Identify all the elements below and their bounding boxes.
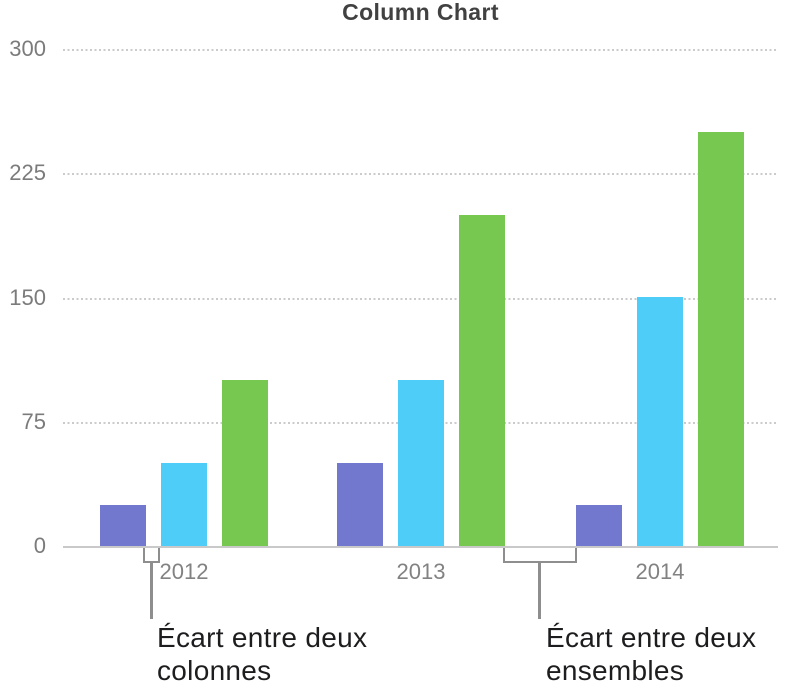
x-axis-baseline	[63, 546, 778, 548]
bar-2013-series-3	[459, 215, 505, 546]
chart-title: Column Chart	[342, 0, 499, 25]
x-tick-label-2012: 2012	[159, 559, 209, 584]
bar-2014-series-3	[698, 132, 744, 546]
bar-2013-series-1	[337, 463, 383, 546]
y-tick-label-150: 150	[9, 285, 46, 310]
column-gap-annotation: Écart entre deux colonnes	[157, 621, 367, 684]
x-tick-label-2013: 2013	[396, 559, 446, 584]
annotation-line: ensembles	[546, 655, 685, 684]
annotation-line: colonnes	[157, 655, 272, 684]
bar-2013-series-2	[398, 380, 444, 546]
annotation-line: Écart entre deux	[157, 622, 368, 653]
gridline-225	[63, 173, 778, 175]
column-gap-callout-line	[150, 561, 153, 619]
bar-2012-series-3	[222, 380, 268, 546]
bar-2012-series-2	[161, 463, 207, 546]
y-tick-label-300: 300	[9, 36, 46, 61]
y-tick-label-75: 75	[21, 409, 46, 434]
y-tick-label-0: 0	[33, 533, 46, 558]
y-tick-label-225: 225	[9, 160, 46, 185]
x-tick-label-2014: 2014	[635, 559, 685, 584]
annotation-line: Écart entre deux	[546, 622, 757, 653]
gridline-300	[63, 49, 778, 51]
cluster-gap-callout-line	[538, 561, 541, 619]
bar-2014-series-2	[637, 297, 683, 546]
bar-2012-series-1	[100, 505, 146, 546]
gridline-150	[63, 298, 778, 300]
cluster-gap-annotation: Écart entre deux ensembles	[546, 621, 756, 684]
bar-2014-series-1	[576, 505, 622, 546]
